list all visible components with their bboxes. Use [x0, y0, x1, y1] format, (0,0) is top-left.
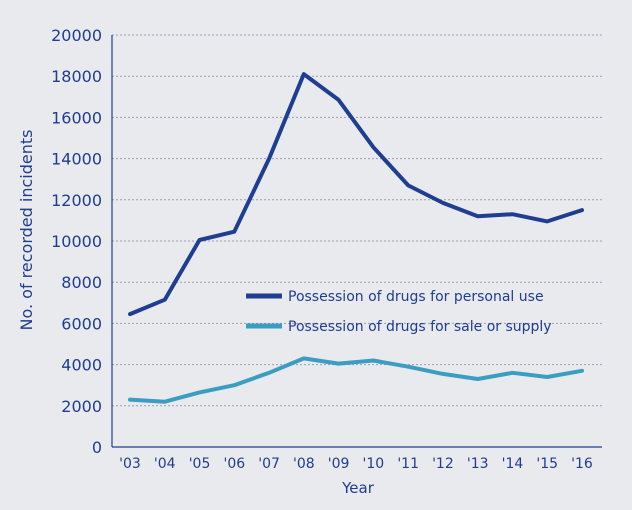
y-tick-label: 10000 [51, 232, 102, 251]
legend-label: Possession of drugs for personal use [288, 289, 544, 305]
x-tick-label: '16 [571, 456, 593, 472]
series-lines [130, 74, 582, 402]
y-axis-label: No. of recorded incidents [17, 130, 36, 331]
x-tick-label: '08 [293, 456, 315, 472]
x-axis-label: Year [341, 479, 375, 497]
y-tick-label: 4000 [61, 356, 102, 375]
x-tick-label: '05 [189, 456, 211, 472]
y-tick-label: 20000 [51, 26, 102, 45]
y-tick-label: 14000 [51, 150, 102, 169]
x-tick-label: '09 [328, 456, 350, 472]
x-tick-label: '13 [467, 456, 489, 472]
x-tick-labels: '03 '04 '05 '06 '07 '08 '09 '10 '11 '12 '13 '14 '15 '… [119, 456, 593, 472]
y-tick-label: 12000 [51, 191, 102, 210]
y-tick-label: 6000 [61, 314, 102, 333]
x-tick-label: '15 [536, 456, 558, 472]
x-tick-label: '10 [363, 456, 385, 472]
y-tick-label: 16000 [51, 108, 102, 127]
x-tick-label: '12 [432, 456, 454, 472]
x-tick-label: '07 [258, 456, 280, 472]
x-tick-label: '11 [397, 456, 419, 472]
x-tick-label: '14 [502, 456, 524, 472]
y-tick-label: 18000 [51, 67, 102, 86]
legend: Possession of drugs for personal use Poss… [246, 289, 552, 335]
grid-lines [112, 35, 602, 406]
y-tick-label: 0 [92, 438, 102, 457]
x-tick-label: '03 [119, 456, 141, 472]
y-tick-label: 8000 [61, 273, 102, 292]
y-tick-labels: 0 2000 4000 6000 8000 10000 12000 14000 16000 180… [51, 26, 102, 457]
y-tick-label: 2000 [61, 397, 102, 416]
x-tick-label: '06 [223, 456, 245, 472]
legend-label: Possession of drugs for sale or supply [288, 319, 552, 335]
x-tick-label: '04 [154, 456, 176, 472]
series-line-1 [130, 74, 582, 314]
